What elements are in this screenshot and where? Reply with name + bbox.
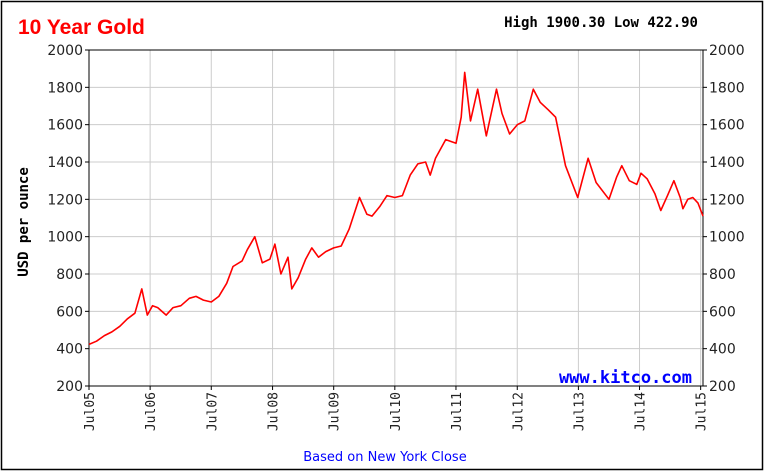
y-axis-label: USD per ounce (16, 167, 32, 277)
y-tick-label-right: 1400 (709, 155, 745, 171)
watermark: www.kitco.com (559, 368, 692, 388)
y-tick-label: 2000 (47, 43, 83, 59)
gold-price-line (88, 71, 704, 346)
y-tick-label-right: 600 (709, 304, 736, 320)
x-tick-label: Jul11 (450, 392, 465, 431)
x-axis: Jul05 Jul06 Jul07 Jul08 Jul09 Jul10 Jul11 Jul12… (83, 386, 710, 431)
y-tick-label-right: 1600 (709, 118, 745, 134)
y-tick-label-right: 1000 (709, 230, 745, 246)
x-tick-label: Jul14 (634, 392, 649, 431)
y-tick-label: 200 (56, 379, 83, 395)
y-tick-label: 1000 (47, 230, 83, 246)
y-axis-left: 200 400 600 800 1000 1200 1400 1600 1800 2000 (47, 43, 89, 395)
y-tick-label-right: 800 (709, 267, 736, 283)
x-tick-label: Jul07 (205, 392, 220, 431)
x-tick-label: Jul15 (695, 392, 710, 431)
y-tick-label-right: 2000 (709, 43, 745, 59)
y-tick-label-right: 1800 (709, 80, 745, 96)
high-low-readout: High 1900.30 Low 422.90 (504, 15, 698, 31)
y-tick-label-right: 1200 (709, 192, 745, 208)
x-tick-label: Jul12 (511, 392, 526, 431)
y-tick-label: 1600 (47, 118, 83, 134)
y-tick-label: 400 (56, 342, 83, 358)
y-tick-label-right: 400 (709, 342, 736, 358)
x-tick-label: Jul10 (389, 392, 404, 431)
y-tick-label: 1400 (47, 155, 83, 171)
y-tick-label: 1800 (47, 80, 83, 96)
y-tick-label: 600 (56, 304, 83, 320)
x-tick-label: Jul13 (572, 392, 587, 431)
x-tick-label: Jul09 (328, 392, 343, 431)
footer-note: Based on New York Close (303, 450, 466, 465)
x-tick-label: Jul06 (144, 392, 159, 431)
y-tick-label-right: 200 (709, 379, 736, 395)
y-axis-right: 200 400 600 800 1000 1200 1400 1600 1800 2000 (703, 43, 745, 395)
x-tick-label: Jul08 (267, 392, 282, 431)
x-tick-label: Jul05 (83, 392, 98, 431)
plot-area (88, 49, 704, 387)
chart-title: 10 Year Gold (18, 16, 145, 39)
y-tick-label: 800 (56, 267, 83, 283)
y-tick-label: 1200 (47, 192, 83, 208)
